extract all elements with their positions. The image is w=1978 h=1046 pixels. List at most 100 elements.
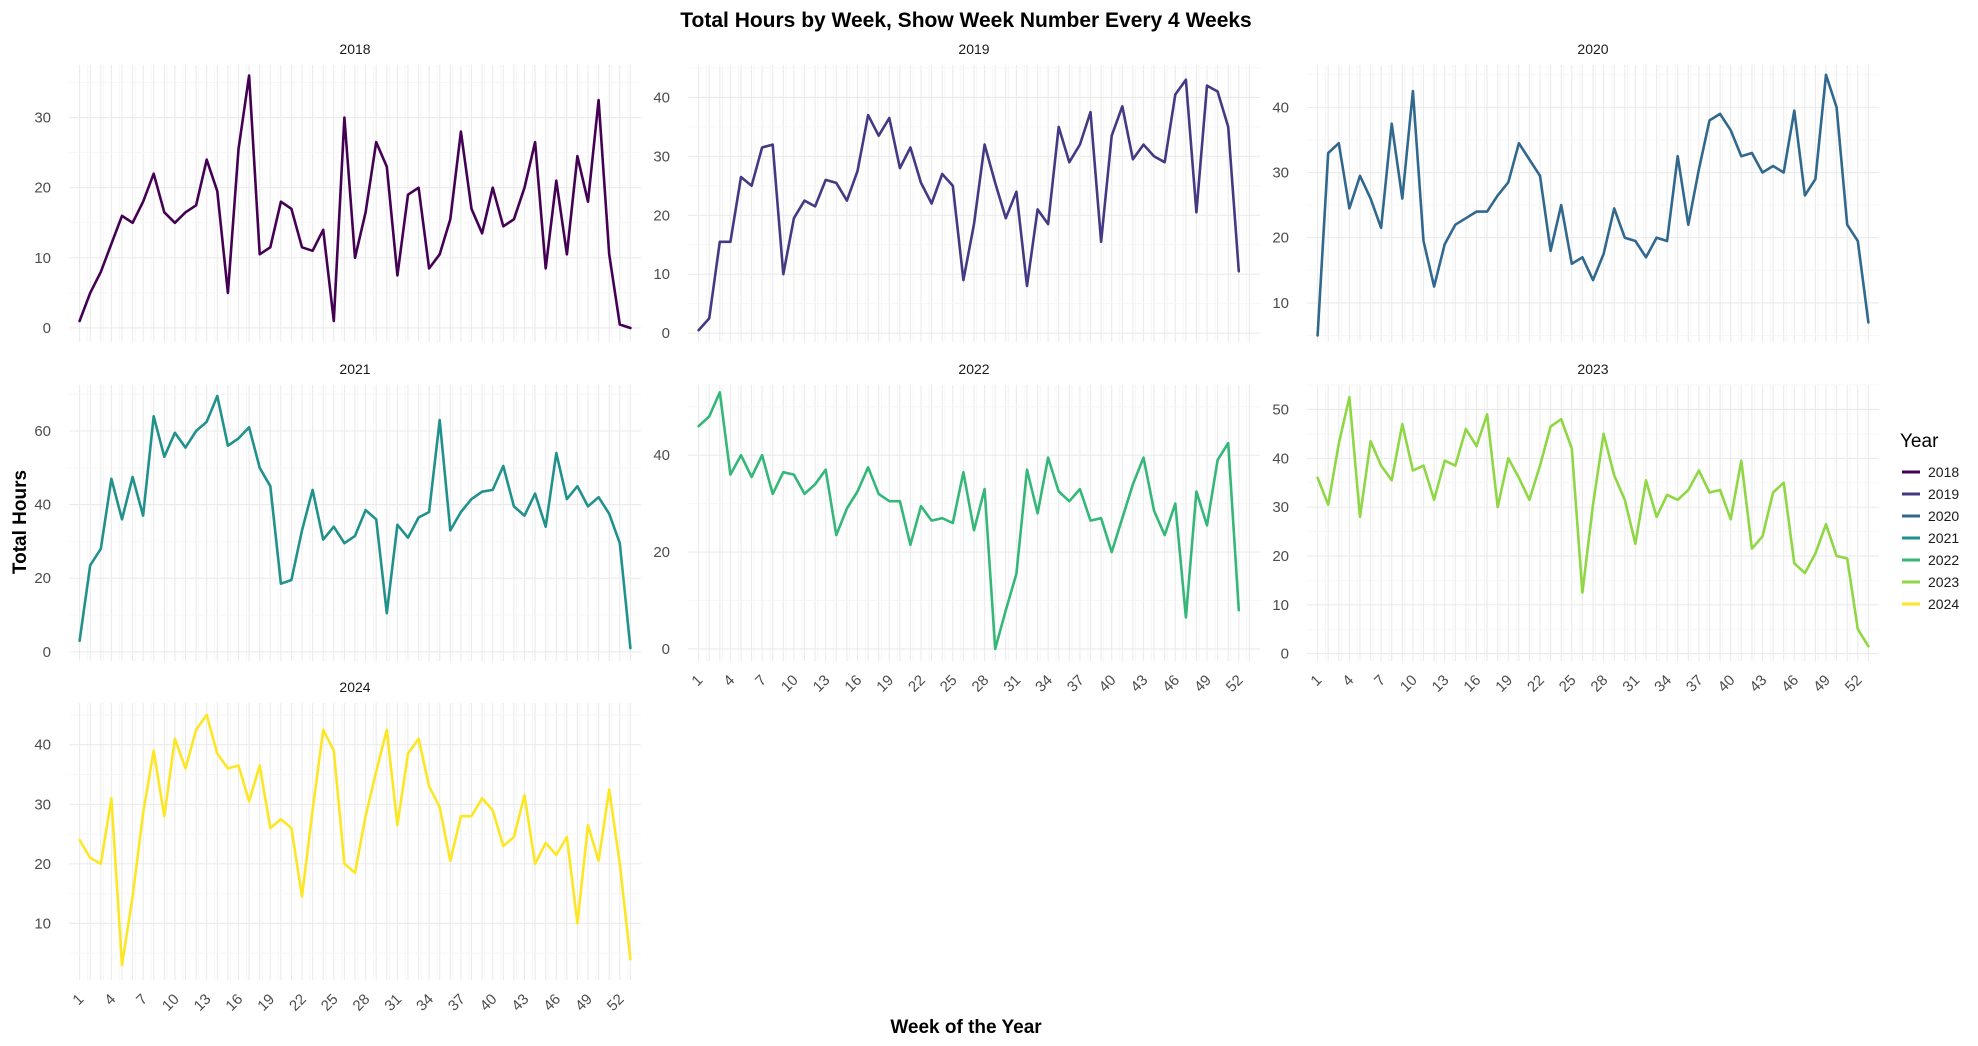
y-tick-label: 60 <box>34 423 51 440</box>
x-tick-label: 52 <box>1842 672 1866 696</box>
legend-label: 2019 <box>1928 486 1959 502</box>
y-tick-label: 20 <box>1272 230 1289 247</box>
facet-panels: 2018010203020190102030402020102030402021… <box>34 41 1879 1015</box>
legend-label: 2018 <box>1928 464 1959 480</box>
x-tick-label: 31 <box>381 991 405 1015</box>
x-tick-label: 13 <box>191 991 215 1015</box>
y-tick-label: 20 <box>34 570 51 587</box>
y-tick-label: 20 <box>653 207 670 224</box>
legend-label: 2023 <box>1928 574 1959 590</box>
x-tick-label: 22 <box>905 672 929 696</box>
y-tick-label: 30 <box>1272 499 1289 516</box>
x-tick-label: 31 <box>1000 672 1024 696</box>
x-tick-label: 28 <box>350 991 374 1015</box>
legend-item-2018: 2018 <box>1902 464 1959 480</box>
series-line-2022 <box>697 390 1241 651</box>
y-tick-label: 10 <box>1272 295 1289 312</box>
x-tick-label: 16 <box>1460 672 1484 696</box>
x-tick-label: 49 <box>1191 672 1215 696</box>
legend-item-2020: 2020 <box>1902 508 1959 524</box>
x-tick-label: 25 <box>318 991 342 1015</box>
x-tick-label: 19 <box>1492 672 1516 696</box>
x-tick-label: 43 <box>1127 672 1151 696</box>
x-tick-label: 37 <box>445 991 469 1015</box>
x-tick-label: 28 <box>969 672 993 696</box>
x-tick-label: 34 <box>413 991 437 1015</box>
y-tick-label: 0 <box>662 325 670 342</box>
series-line-2021 <box>78 394 632 650</box>
series-line-2019 <box>697 78 1241 332</box>
legend-item-2019: 2019 <box>1902 486 1959 502</box>
y-tick-label: 40 <box>653 447 670 464</box>
x-tick-label: 31 <box>1619 672 1643 696</box>
x-tick-label: 13 <box>810 672 834 696</box>
x-tick-label: 49 <box>1810 672 1834 696</box>
x-tick-label: 7 <box>752 672 770 690</box>
legend-item-2024: 2024 <box>1902 596 1959 612</box>
y-tick-label: 10 <box>34 250 51 267</box>
y-tick-label: 20 <box>34 180 51 197</box>
y-axis-title: Total Hours <box>10 470 31 574</box>
series-line-2023 <box>1316 395 1870 648</box>
x-tick-label: 46 <box>1159 672 1183 696</box>
x-tick-label: 22 <box>286 991 310 1015</box>
x-tick-label: 10 <box>778 672 802 696</box>
x-tick-label: 4 <box>720 672 738 690</box>
x-tick-label: 46 <box>540 991 564 1015</box>
facet-2022: 2022 0 20 40 1 4 7 10 13 16 19 22 25 28 31 34 37 40 43 46 49… <box>653 361 1260 696</box>
x-tick-label: 52 <box>1223 672 1247 696</box>
series-line-2024 <box>78 713 632 967</box>
facet-2018: 2018 0 10 20 30 <box>34 41 641 342</box>
legend-item-2021: 2021 <box>1902 530 1959 546</box>
legend-item-2023: 2023 <box>1902 574 1959 590</box>
x-tick-label: 46 <box>1778 672 1802 696</box>
facet-label: 2024 <box>339 679 370 695</box>
y-tick-label: 10 <box>34 915 51 932</box>
y-tick-label: 40 <box>653 89 670 106</box>
y-tick-label: 30 <box>34 796 51 813</box>
x-tick-label: 4 <box>1339 672 1357 690</box>
y-tick-label: 20 <box>653 544 670 561</box>
facet-2023: 2023 0 10 20 30 40 50 1 4 7 10 13 16 19 22 25 28 31 34 37 40… <box>1272 361 1879 696</box>
facet-label: 2022 <box>958 361 989 377</box>
x-tick-label: 13 <box>1429 672 1453 696</box>
x-axis-title: Week of the Year <box>890 1017 1042 1038</box>
facet-label: 2023 <box>1577 361 1608 377</box>
y-tick-label: 30 <box>653 148 670 165</box>
legend-label: 2024 <box>1928 596 1959 612</box>
y-tick-label: 50 <box>1272 401 1289 418</box>
y-tick-label: 20 <box>34 856 51 873</box>
x-tick-label: 25 <box>1556 672 1580 696</box>
y-tick-label: 20 <box>1272 548 1289 565</box>
series-line-2020 <box>1316 73 1870 337</box>
x-tick-label: 43 <box>508 991 532 1015</box>
x-tick-label: 52 <box>604 991 628 1015</box>
y-tick-label: 10 <box>1272 597 1289 614</box>
y-tick-label: 30 <box>1272 165 1289 182</box>
legend-item-2022: 2022 <box>1902 552 1959 568</box>
y-tick-label: 40 <box>34 497 51 514</box>
x-tick-label: 4 <box>101 991 119 1009</box>
x-tick-label: 1 <box>689 672 707 690</box>
y-tick-label: 40 <box>1272 450 1289 467</box>
legend-label: 2022 <box>1928 552 1959 568</box>
x-tick-label: 37 <box>1683 672 1707 696</box>
y-tick-label: 0 <box>1281 646 1289 663</box>
x-tick-label: 34 <box>1651 672 1675 696</box>
facet-label: 2021 <box>339 361 370 377</box>
x-tick-label: 1 <box>70 991 88 1009</box>
chart-title: Total Hours by Week, Show Week Number Ev… <box>680 9 1251 32</box>
x-tick-label: 43 <box>1746 672 1770 696</box>
x-tick-label: 1 <box>1308 672 1326 690</box>
x-tick-label: 37 <box>1064 672 1088 696</box>
x-tick-label: 7 <box>133 991 151 1009</box>
x-tick-label: 40 <box>477 991 501 1015</box>
x-tick-label: 40 <box>1096 672 1120 696</box>
facet-label: 2019 <box>958 41 989 57</box>
x-tick-label: 34 <box>1032 672 1056 696</box>
x-tick-label: 19 <box>254 991 278 1015</box>
y-tick-label: 0 <box>662 641 670 658</box>
facet-2024: 2024 10 20 30 40 1 4 7 10 13 16 19 22 25 28 31 34 37 40 43 4… <box>34 679 641 1015</box>
x-tick-label: 19 <box>873 672 897 696</box>
